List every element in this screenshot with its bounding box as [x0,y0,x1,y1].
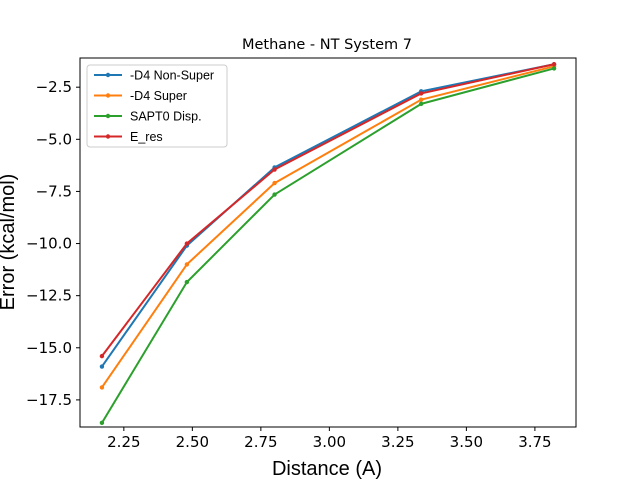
data-point [272,167,277,172]
series-layer [99,62,557,426]
legend-marker [105,113,111,119]
y-tick-label: −5.0 [36,130,72,148]
data-point [418,101,424,107]
data-point [99,420,105,426]
y-tick-label: −10.0 [26,235,72,253]
data-point [99,364,105,369]
data-point [551,62,557,67]
y-axis: −2.5 −5.0 −7.5 −10.0 −12.5 −15.0 −17.5 [26,78,80,409]
legend-label: -D4 Super [130,89,187,103]
legend-marker [105,134,111,139]
legend-box [86,64,228,148]
series-2 [99,66,557,426]
legend-marker [105,93,111,98]
x-tick-label: 2.25 [107,433,140,451]
y-tick-label: −17.5 [26,391,72,409]
x-axis: 2.25 2.50 2.75 3.00 3.25 3.50 3.75 [107,427,552,451]
data-point [418,97,424,102]
y-tick-label: −7.5 [36,182,72,200]
x-tick-label: 3.75 [518,433,551,451]
plot-frame [79,57,577,428]
data-point [184,262,190,267]
data-point [418,91,424,96]
y-tick-label: −2.5 [36,78,72,96]
x-tick-label: 2.50 [176,433,209,451]
data-point [99,385,105,390]
legend-marker [105,72,111,78]
y-axis-label: Error (kcal/mol) [0,174,19,311]
y-tick-label: −15.0 [26,339,72,357]
data-point [551,66,557,71]
x-tick-label: 3.00 [313,433,346,451]
chart-title: Methane - NT System 7 [242,37,412,53]
data-point [272,180,277,186]
x-tick-label: 3.50 [450,433,483,451]
y-tick-label: −12.5 [26,287,72,305]
data-point [272,192,277,197]
data-point [184,279,190,285]
legend: -D4 Non-Super -D4 Super SAPT0 Disp. E_res [86,64,228,148]
legend-label: E_res [130,130,163,144]
series-3 [99,62,557,359]
data-point [184,241,190,246]
legend-label: SAPT0 Disp. [130,110,202,124]
plot-area: 2.25 2.50 2.75 3.00 3.25 3.50 3.75 −2.5 −5.0 −7.… [26,57,577,451]
x-tick-label: 3.25 [381,433,414,451]
x-tick-label: 2.75 [244,433,277,451]
x-axis-label: Distance (A) [272,458,382,480]
data-point [99,353,105,359]
legend-label: -D4 Non-Super [130,69,214,83]
